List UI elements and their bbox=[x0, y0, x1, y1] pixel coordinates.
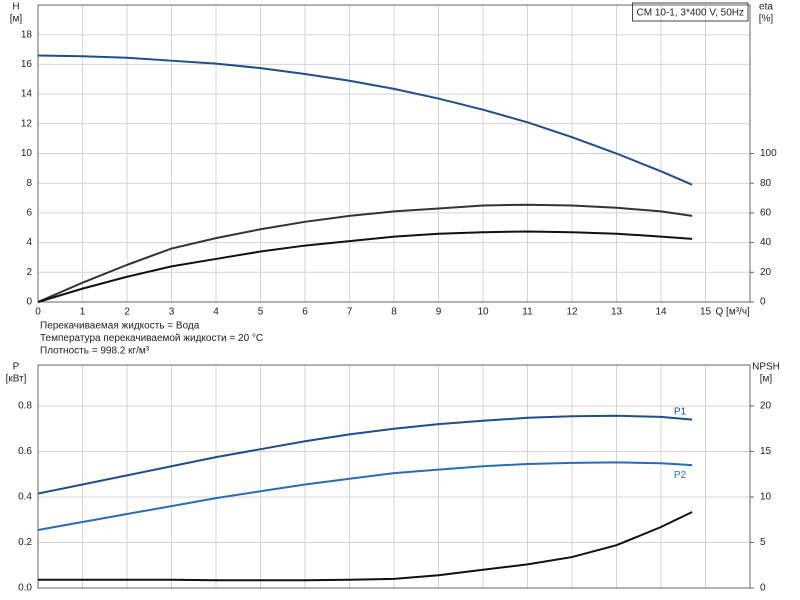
x-tick-label: 1 bbox=[80, 307, 86, 318]
x-tick-label: 10 bbox=[477, 307, 489, 318]
title-box bbox=[632, 2, 749, 22]
curve bbox=[37, 230, 693, 303]
curve bbox=[37, 461, 693, 531]
x-axis-label: Q [м³/ч] bbox=[716, 307, 751, 318]
y-tick-label: 6 bbox=[26, 208, 32, 219]
y2-axis-label: NPSH bbox=[752, 362, 780, 373]
y2-tick-label: 20 bbox=[760, 401, 772, 412]
note: Температура перекачиваемой жидкости = 20… bbox=[40, 333, 263, 344]
chart-title: CM 10-1, 3*400 V, 50Hz bbox=[637, 8, 744, 19]
y-axis-unit: [кВт] bbox=[6, 374, 27, 385]
x-tick-label: 15 bbox=[700, 307, 712, 318]
y2-tick-label: 15 bbox=[760, 446, 772, 457]
y-tick-label: 0.8 bbox=[18, 401, 32, 412]
y-axis-label: H bbox=[12, 2, 19, 13]
curve-label: P1 bbox=[674, 406, 687, 417]
y2-axis-unit: [%] bbox=[759, 14, 774, 25]
y-axis-label: P bbox=[13, 362, 20, 373]
x-tick-label: 8 bbox=[391, 307, 397, 318]
note: Плотность = 998.2 кг/м³ bbox=[40, 346, 150, 357]
x-tick-label: 7 bbox=[347, 307, 353, 318]
y2-tick-label: 0 bbox=[760, 297, 766, 308]
x-tick-label: 12 bbox=[566, 307, 578, 318]
y-tick-label: 8 bbox=[26, 178, 32, 189]
y-tick-label: 16 bbox=[21, 59, 33, 70]
x-tick-label: 14 bbox=[655, 307, 667, 318]
note: Перекачиваемая жидкость = Вода bbox=[40, 321, 200, 332]
y2-tick-label: 10 bbox=[760, 492, 772, 503]
curve bbox=[37, 203, 693, 303]
y-tick-label: 10 bbox=[21, 148, 33, 159]
y2-tick-label: 60 bbox=[760, 208, 772, 219]
x-tick-label: 13 bbox=[611, 307, 623, 318]
y-tick-label: 12 bbox=[21, 118, 33, 129]
y-tick-label: 0.0 bbox=[18, 583, 32, 594]
x-tick-label: 9 bbox=[436, 307, 442, 318]
y2-tick-label: 20 bbox=[760, 267, 772, 278]
y-axis-unit: [м] bbox=[10, 14, 23, 25]
y2-axis-label: eta bbox=[759, 2, 773, 13]
curve bbox=[37, 414, 693, 495]
y-tick-label: 0.4 bbox=[18, 492, 32, 503]
plot-frame bbox=[37, 4, 751, 303]
x-tick-label: 0 bbox=[35, 307, 41, 318]
curve bbox=[37, 54, 693, 186]
y-tick-label: 0 bbox=[26, 297, 32, 308]
x-tick-label: 5 bbox=[258, 307, 264, 318]
x-tick-label: 11 bbox=[522, 307, 533, 318]
x-tick-label: 6 bbox=[302, 307, 308, 318]
y2-tick-label: 40 bbox=[760, 237, 772, 248]
curve bbox=[38, 511, 693, 582]
y-tick-label: 0.2 bbox=[18, 537, 32, 548]
y2-axis-unit: [м] bbox=[760, 374, 773, 385]
plot-frame bbox=[37, 364, 751, 589]
y2-tick-label: 100 bbox=[760, 148, 777, 159]
y-tick-label: 4 bbox=[26, 237, 32, 248]
curve-label: P2 bbox=[674, 470, 687, 481]
y2-tick-label: 5 bbox=[760, 537, 766, 548]
y-tick-label: 0.6 bbox=[18, 446, 32, 457]
y2-tick-label: 0 bbox=[760, 583, 766, 594]
x-tick-label: 4 bbox=[213, 307, 219, 318]
x-tick-label: 3 bbox=[169, 307, 175, 318]
x-tick-label: 2 bbox=[124, 307, 130, 318]
y-tick-label: 2 bbox=[26, 267, 32, 278]
y-tick-label: 14 bbox=[21, 89, 33, 100]
y-tick-label: 18 bbox=[21, 29, 33, 40]
y2-tick-label: 80 bbox=[760, 178, 772, 189]
